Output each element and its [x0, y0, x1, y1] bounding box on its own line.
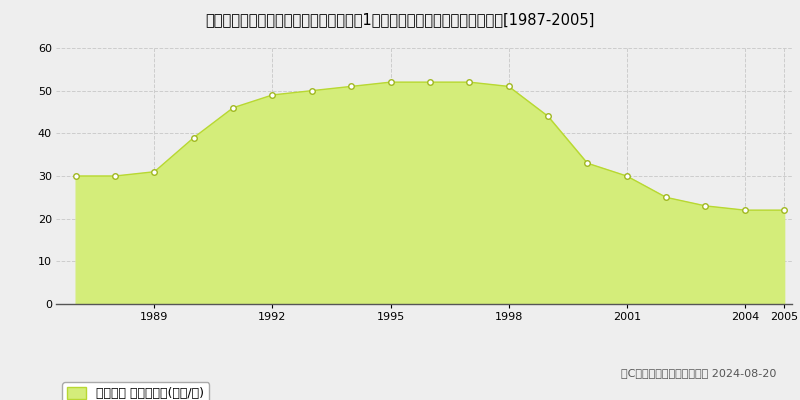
Text: （C）土地価格ドットコム　 2024-08-20: （C）土地価格ドットコム 2024-08-20 — [621, 368, 776, 378]
Text: 長野県長野市青木島町青木島字五里原乙1４７番１外　地価公示　地価推移[1987-2005]: 長野県長野市青木島町青木島字五里原乙1４７番１外 地価公示 地価推移[1987-… — [206, 12, 594, 27]
Legend: 地価公示 平均嵪単価(万円/嵪): 地価公示 平均嵪単価(万円/嵪) — [62, 382, 209, 400]
